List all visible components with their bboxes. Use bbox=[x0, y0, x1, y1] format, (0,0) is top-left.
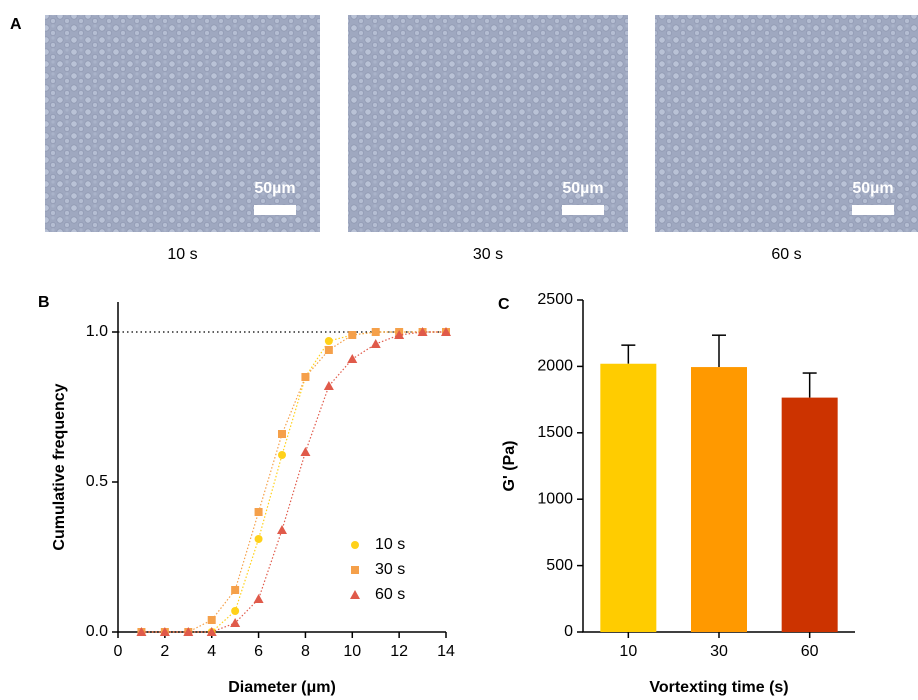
y-tick-label: 1500 bbox=[537, 424, 573, 441]
data-point bbox=[254, 508, 263, 516]
y-tick-label: 500 bbox=[546, 557, 573, 574]
y-tick-label: 1000 bbox=[537, 490, 573, 507]
y-tick-label: 0.0 bbox=[86, 623, 108, 640]
legend-marker bbox=[351, 566, 359, 574]
data-point bbox=[370, 339, 381, 348]
scale-bar bbox=[852, 205, 894, 215]
data-point bbox=[206, 627, 217, 636]
data-point bbox=[183, 627, 194, 636]
data-point bbox=[417, 327, 428, 336]
y-tick-label: 2500 bbox=[537, 291, 573, 308]
bar bbox=[691, 367, 747, 632]
legend-marker bbox=[351, 541, 359, 549]
data-point bbox=[159, 627, 170, 636]
x-tick-label: 14 bbox=[437, 643, 455, 660]
scale-bar-label: 50µm bbox=[254, 180, 295, 197]
y-tick-label: 0 bbox=[564, 623, 573, 640]
data-point bbox=[254, 535, 263, 543]
data-point bbox=[231, 607, 240, 615]
data-point bbox=[324, 346, 333, 354]
data-point bbox=[394, 330, 405, 339]
y-tick-label: 0.5 bbox=[86, 473, 108, 490]
data-point bbox=[441, 327, 451, 336]
x-tick-label: 4 bbox=[207, 643, 216, 660]
legend-label: 30 s bbox=[375, 561, 405, 578]
y-tick-label: 2000 bbox=[537, 358, 573, 375]
y-axis-label: Cumulative frequency bbox=[51, 383, 68, 550]
x-tick-label: 8 bbox=[301, 643, 310, 660]
scale-bar-label: 50µm bbox=[562, 180, 603, 197]
x-tick-label: 12 bbox=[390, 643, 408, 660]
x-tick-label: 60 bbox=[801, 643, 819, 660]
data-point bbox=[348, 331, 357, 339]
series-line bbox=[141, 331, 446, 633]
legend-label: 10 s bbox=[375, 536, 405, 553]
data-point bbox=[347, 354, 358, 363]
panel-label: A bbox=[10, 16, 22, 33]
data-point bbox=[277, 525, 287, 534]
x-tick-label: 10 bbox=[343, 643, 361, 660]
panel-label: C bbox=[498, 296, 510, 313]
data-point bbox=[253, 594, 264, 603]
data-point bbox=[278, 451, 286, 459]
legend-marker bbox=[350, 590, 360, 599]
x-tick-label: 6 bbox=[254, 643, 263, 660]
data-point bbox=[230, 618, 241, 627]
x-tick-label: 2 bbox=[160, 643, 169, 660]
data-point bbox=[371, 328, 380, 336]
micrograph bbox=[348, 15, 628, 232]
micrograph bbox=[655, 15, 918, 232]
x-axis-label: Diameter (μm) bbox=[228, 679, 336, 696]
data-point bbox=[323, 381, 334, 390]
image-caption: 10 s bbox=[167, 246, 197, 263]
data-point bbox=[301, 373, 310, 381]
scale-bar-label: 50µm bbox=[852, 180, 893, 197]
x-tick-label: 10 bbox=[619, 643, 637, 660]
image-caption: 60 s bbox=[771, 246, 801, 263]
y-axis-label: G' (Pa) bbox=[501, 441, 518, 492]
data-point bbox=[231, 586, 240, 594]
data-point bbox=[207, 616, 216, 624]
legend-label: 60 s bbox=[375, 586, 405, 603]
data-point bbox=[300, 447, 311, 456]
image-caption: 30 s bbox=[473, 246, 503, 263]
scale-bar bbox=[562, 205, 604, 215]
y-tick-label: 1.0 bbox=[86, 323, 108, 340]
bar bbox=[600, 363, 657, 632]
x-tick-label: 30 bbox=[710, 643, 728, 660]
x-axis-label: Vortexting time (s) bbox=[649, 679, 788, 696]
x-tick-label: 0 bbox=[114, 643, 123, 660]
axis bbox=[117, 302, 446, 633]
data-point bbox=[324, 337, 333, 345]
data-point bbox=[136, 627, 147, 636]
data-point bbox=[278, 430, 286, 438]
scale-bar bbox=[254, 205, 296, 215]
panel-label: B bbox=[38, 294, 50, 311]
micrograph bbox=[45, 15, 320, 232]
bar bbox=[781, 397, 838, 632]
